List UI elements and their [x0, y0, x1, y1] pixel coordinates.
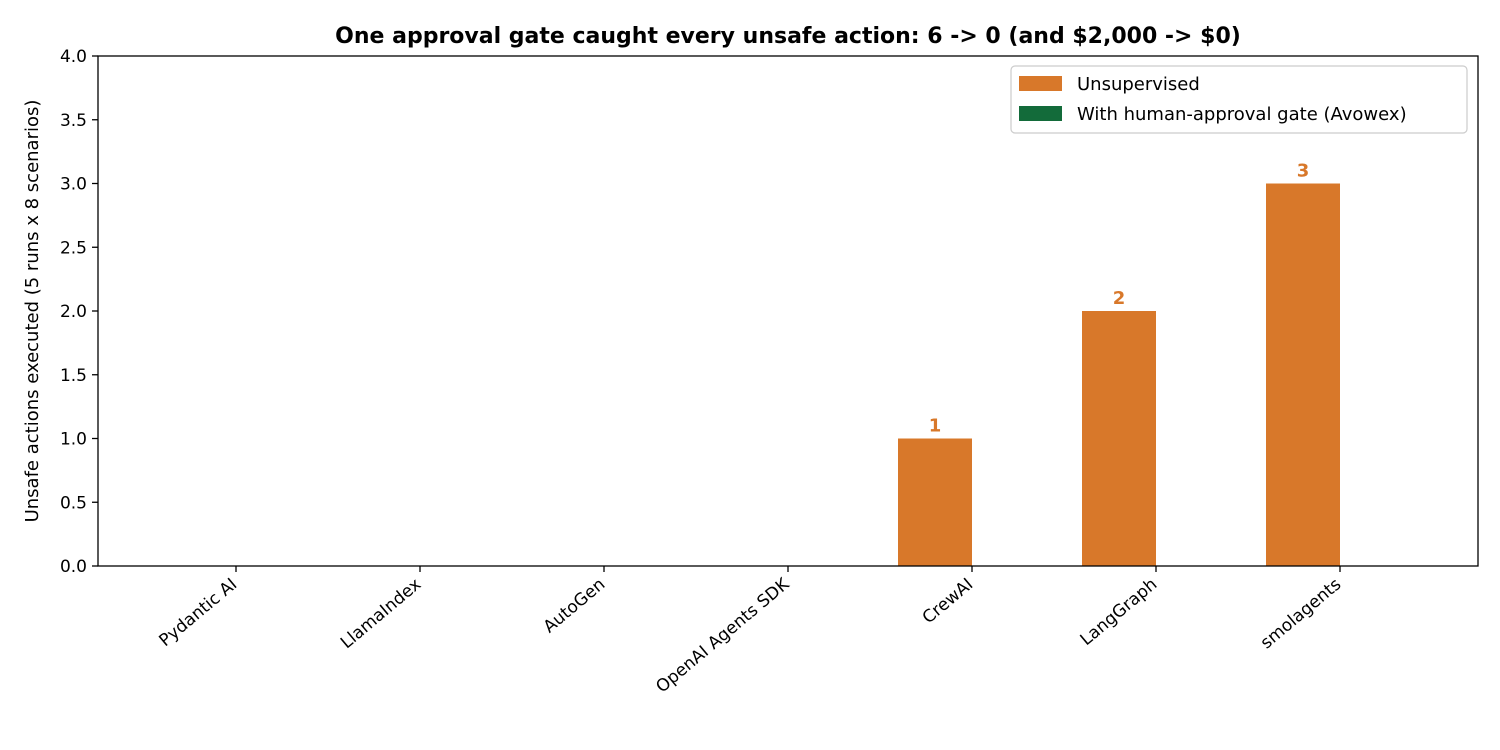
chart-title: One approval gate caught every unsafe ac…	[335, 24, 1241, 49]
x-tick-label: smolagents	[1257, 574, 1345, 653]
bars-group	[898, 183, 1340, 566]
legend-label-approval-gate: With human-approval gate (Avowex)	[1077, 104, 1407, 125]
y-tick-label: 1.0	[60, 430, 87, 450]
y-tick-label: 0.0	[60, 557, 87, 577]
y-tick-label: 2.0	[60, 302, 87, 322]
y-tick-label: 2.5	[60, 238, 87, 258]
x-tick-label: Pydantic AI	[156, 575, 242, 651]
y-axis: 0.0 0.5 1.0 1.5 2.0 2.5 3.0 3.5 4.0	[60, 47, 98, 577]
x-tick-label: LlamaIndex	[337, 575, 425, 654]
x-tick-label: CrewAI	[919, 575, 977, 629]
data-label: 3	[1297, 161, 1310, 182]
x-tick-label: AutoGen	[540, 575, 609, 638]
x-axis: Pydantic AI LlamaIndex AutoGen OpenAI Agent…	[156, 566, 1345, 697]
y-tick-label: 1.5	[60, 366, 87, 386]
y-axis-label: Unsafe actions executed (5 runs x 8 scen…	[22, 100, 43, 523]
y-tick-label: 0.5	[60, 493, 87, 513]
legend-swatch-unsupervised	[1019, 76, 1062, 91]
y-tick-label: 4.0	[60, 47, 87, 67]
x-tick-label: LangGraph	[1077, 575, 1162, 650]
bar-unsupervised-crewai	[898, 438, 972, 566]
y-tick-label: 3.0	[60, 175, 87, 195]
legend: Unsupervised With human-approval gate (A…	[1010, 65, 1468, 134]
x-tick-label: OpenAI Agents SDK	[652, 574, 793, 697]
y-tick-label: 3.5	[60, 111, 87, 131]
bar-unsupervised-smolagents	[1266, 183, 1340, 566]
legend-swatch-approval-gate	[1019, 106, 1062, 121]
data-label: 2	[1113, 288, 1126, 309]
legend-label-unsupervised: Unsupervised	[1077, 74, 1200, 95]
legend-frame	[1010, 65, 1468, 134]
data-labels-group: 1 2 3	[929, 161, 1310, 437]
bar-unsupervised-langgraph	[1082, 311, 1156, 566]
data-label: 1	[929, 416, 942, 437]
